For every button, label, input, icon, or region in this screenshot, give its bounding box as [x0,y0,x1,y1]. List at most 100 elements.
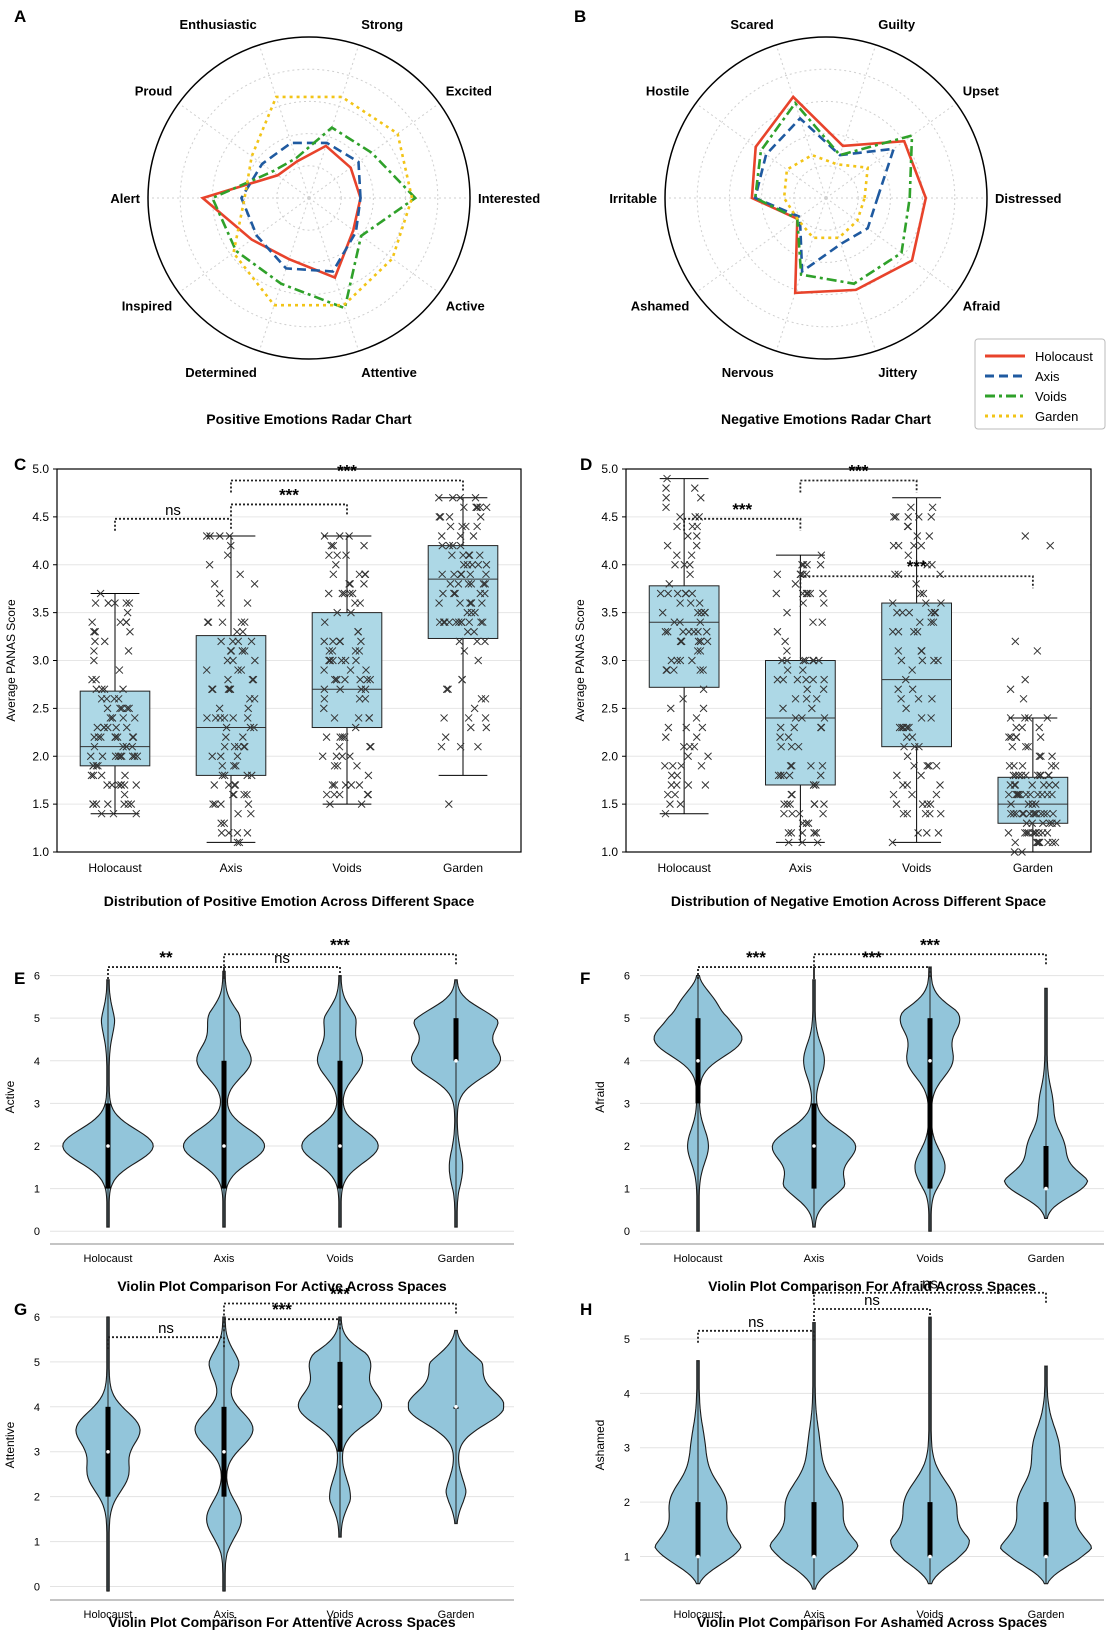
data-point-marker [335,742,344,751]
violin-median-dot [1044,1186,1048,1191]
data-point-marker [482,570,490,579]
y-tick-label: 6 [624,971,630,983]
data-point-marker [936,809,945,818]
data-point-marker [122,599,131,607]
data-point-marker [819,809,827,818]
data-point-marker [807,704,816,713]
data-point-marker [1012,723,1021,732]
y-axis-label: Average PANAS Score [4,599,18,722]
violin-median-dot [696,1554,700,1559]
data-point-marker [116,704,124,713]
radar-series-garden [232,95,414,307]
data-point-marker [229,637,237,646]
data-point-marker [243,790,251,799]
radar-title: Negative Emotions Radar Chart [721,411,931,427]
radar-outer-ring [664,36,988,360]
data-point-marker [1011,771,1020,780]
data-point-marker [898,608,907,617]
data-point-marker [690,627,698,636]
data-point-marker [703,637,712,646]
data-point-marker [463,560,472,569]
significance-bracket [697,966,815,980]
legend-label: Voids [1035,389,1067,404]
data-point-marker [360,580,368,588]
data-point-marker [802,675,810,684]
data-point-marker [1024,800,1033,808]
data-point-marker [784,838,793,847]
data-point-marker [331,560,340,569]
significance-bracket [813,1308,931,1322]
data-point-marker [476,503,484,512]
data-point-marker [688,589,697,598]
data-point-marker [798,828,807,837]
data-point-marker [91,599,100,607]
data-point-marker [1037,752,1045,761]
data-point-marker [459,560,468,569]
y-tick-label: 5 [34,1357,40,1369]
radar-axis-label: Determined [185,365,257,380]
radar-spoke [825,197,877,352]
data-point-marker [221,733,230,741]
data-point-marker [889,790,898,799]
data-point-marker [798,714,806,722]
data-point-marker [1028,800,1037,808]
data-point-marker [238,647,247,655]
radar-grid-ring [696,68,956,328]
violin-iqr-bar [927,1502,933,1557]
data-point-marker [333,761,342,770]
data-point-marker [202,532,211,540]
data-point-marker [229,761,238,770]
x-tick-label: Voids [327,1253,354,1265]
data-point-marker [661,733,670,741]
data-point-marker [437,532,446,540]
data-point-marker [234,637,243,646]
data-point-marker [908,666,917,674]
data-point-marker [476,513,485,521]
violin-median-dot [106,1449,110,1454]
data-point-marker [671,560,679,569]
plot-frame [625,468,1092,853]
data-point-marker [787,828,796,837]
x-tick-label: Holocaust [657,861,711,875]
data-point-marker [473,503,482,512]
data-point-marker [130,752,139,761]
data-point-marker [913,627,922,636]
data-point-marker [1024,828,1033,837]
data-point-marker [1014,790,1023,799]
radar-axis-label: Excited [446,83,492,98]
data-point-marker [793,675,802,684]
data-point-marker [1029,809,1038,818]
data-point-marker [781,637,789,646]
x-tick-label: Axis [214,1253,235,1265]
data-point-marker [456,742,465,751]
data-point-marker [208,685,217,694]
data-point-marker [351,599,359,607]
data-point-marker [813,838,822,847]
radar-grid-ring [244,133,374,263]
panel-letter-d: D [580,455,592,474]
data-point-marker [908,790,916,799]
data-point-marker [818,618,827,627]
data-point-marker [923,761,932,770]
data-point-marker [245,694,254,703]
data-point-marker [114,694,123,703]
data-point-marker [251,656,259,665]
data-point-marker [437,742,446,751]
data-point-marker [454,618,463,627]
data-point-marker [1036,771,1045,780]
data-point-marker [446,522,455,531]
x-tick-label: Garden [438,1253,475,1265]
y-axis-label: Ashamed [593,1420,607,1471]
radar-axis-label: Ashamed [631,299,690,314]
y-tick-label: 3.5 [32,606,49,620]
data-point-marker [229,656,237,665]
radar-series-voids [210,125,418,310]
data-point-marker [208,752,217,761]
data-point-marker [680,560,689,569]
data-point-marker [1012,733,1020,741]
data-point-marker [330,714,339,722]
radar-spoke [178,197,310,294]
data-point-marker [894,647,903,655]
data-point-marker [364,790,373,799]
data-point-marker [231,761,240,770]
